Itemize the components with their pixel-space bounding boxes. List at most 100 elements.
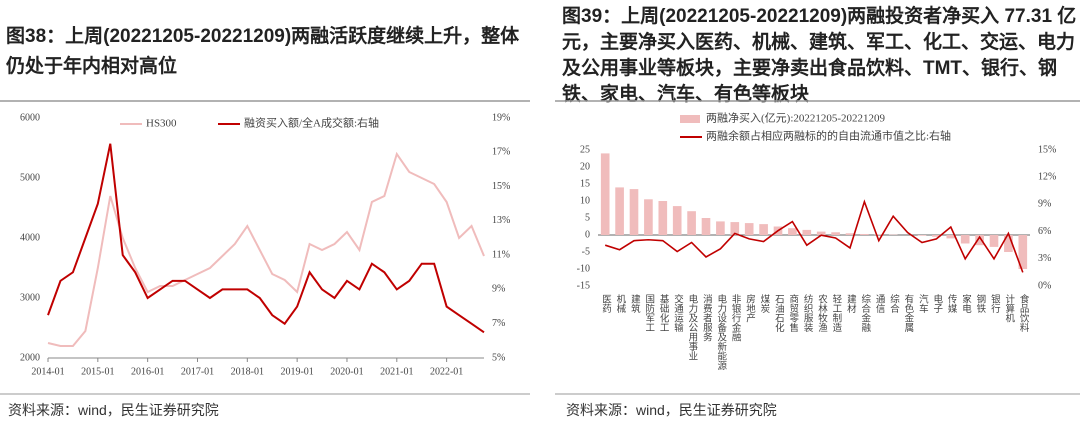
x-tick-label: 银行 <box>989 293 1001 314</box>
bar <box>716 221 725 235</box>
y2-tick-label: 5% <box>492 352 505 363</box>
x-tick-label: 钢铁 <box>974 293 986 314</box>
bar <box>730 222 740 235</box>
x-tick-label: 2016-01 <box>131 366 164 377</box>
bar <box>672 206 682 235</box>
x-tick-label: 电力设备及新能源 <box>715 293 727 371</box>
y2-tick-label: 0% <box>1038 280 1051 291</box>
x-tick-label: 医药 <box>600 294 612 314</box>
x-tick-label: 通信 <box>874 294 886 314</box>
x-tick-label: 农林牧渔 <box>816 293 828 332</box>
x-tick-label: 石油石化 <box>773 294 785 333</box>
x-tick-label: 纺织服装 <box>802 293 814 333</box>
y-tick-label: 3000 <box>20 292 40 303</box>
legend-label: 两融余额占相应两融标的的自由流通市值之比:右轴 <box>706 129 951 143</box>
y-tick-label: -15 <box>577 280 590 291</box>
x-tick-label: 2017-01 <box>181 366 214 377</box>
y-tick-label: -5 <box>582 246 590 257</box>
x-tick-label: 煤炭 <box>758 293 770 314</box>
y2-tick-label: 12% <box>1038 171 1056 182</box>
x-tick-label: 国防军工 <box>643 294 655 332</box>
bar <box>788 228 797 235</box>
x-tick-label: 2020-01 <box>330 366 363 377</box>
bar <box>960 235 970 244</box>
x-tick-label: 传媒 <box>946 293 958 314</box>
x-tick-label: 商贸零售 <box>787 293 799 333</box>
y2-tick-label: 15% <box>492 181 510 192</box>
x-tick-label: 房地产 <box>744 293 756 323</box>
bar <box>946 235 956 239</box>
source: 资料来源：wind，民生证券研究院 <box>566 402 777 418</box>
series-line <box>47 151 485 347</box>
bar <box>600 153 610 235</box>
x-tick-label: 轻工制造 <box>830 293 842 333</box>
bar <box>744 223 754 235</box>
bar <box>701 218 711 235</box>
legend-swatch <box>680 115 700 123</box>
source: 资料来源：wind，民生证券研究院 <box>8 402 219 418</box>
y2-tick-label: 13% <box>492 215 510 226</box>
x-tick-label: 建材 <box>845 293 857 313</box>
x-tick-label: 汽车 <box>917 293 929 314</box>
legend-label: 两融净买入(亿元):20221205-20221209 <box>706 111 886 125</box>
bar <box>802 229 812 235</box>
x-tick-label: 2021-01 <box>380 366 413 377</box>
bar <box>658 201 668 235</box>
bar <box>917 235 927 236</box>
y2-tick-label: 6% <box>1038 226 1051 237</box>
x-tick-label: 非银行金融 <box>730 293 742 342</box>
y-tick-label: 15 <box>580 178 590 189</box>
x-tick-label: 建筑 <box>629 293 641 314</box>
x-tick-label: 食品饮料 <box>1018 293 1030 333</box>
bar <box>932 235 941 237</box>
x-tick-label: 机械 <box>614 293 626 314</box>
x-tick-label: 基础化工 <box>658 293 670 332</box>
chart-title: 图39：上周(20221205-20221209)两融投资者净买入 77.31 … <box>562 6 1077 105</box>
x-tick-label: 计算机 <box>1003 293 1015 323</box>
y-tick-label: 10 <box>580 195 590 206</box>
y-tick-label: 20 <box>580 161 590 172</box>
y-tick-label: 25 <box>580 144 590 155</box>
bar <box>759 224 768 235</box>
y-tick-label: 0 <box>585 229 590 240</box>
y-tick-label: -10 <box>577 263 590 274</box>
chart-title: 图38：上周(20221205-20221209)两融活跃度继续上升，整体仍处于… <box>6 26 520 77</box>
bar <box>629 189 639 235</box>
x-tick-label: 有色金属 <box>902 293 914 333</box>
bar <box>975 235 984 246</box>
series-line <box>47 143 485 334</box>
x-tick-label: 电力及公用事业 <box>686 293 698 360</box>
bar <box>615 187 624 235</box>
y-tick-label: 5000 <box>20 172 40 183</box>
y2-tick-label: 19% <box>492 112 510 123</box>
y2-tick-label: 11% <box>492 249 510 260</box>
bar <box>1004 235 1013 252</box>
y2-tick-label: 17% <box>492 147 510 158</box>
legend-label: HS300 <box>146 118 177 130</box>
x-tick-label: 2014-01 <box>31 366 64 377</box>
y-tick-label: 2000 <box>20 352 40 363</box>
x-tick-label: 交通运输 <box>672 293 684 333</box>
x-tick-label: 2018-01 <box>231 366 264 377</box>
x-tick-label: 综合金融 <box>859 293 871 333</box>
bar <box>989 235 999 247</box>
bar <box>816 231 826 235</box>
y2-tick-label: 9% <box>492 284 505 295</box>
bar <box>845 233 855 235</box>
bar <box>644 199 653 235</box>
x-tick-label: 2015-01 <box>81 366 114 377</box>
x-tick-label: 电子 <box>931 293 943 313</box>
bar <box>687 211 696 235</box>
series-line <box>604 199 1024 273</box>
bar <box>1018 235 1028 269</box>
y2-tick-label: 9% <box>1038 199 1051 210</box>
y2-tick-label: 15% <box>1038 144 1056 155</box>
bar <box>874 234 884 235</box>
bar <box>831 232 840 235</box>
x-tick-label: 消费者服务 <box>701 293 713 342</box>
x-tick-label: 家电 <box>960 293 972 313</box>
x-tick-label: 综合 <box>888 293 900 314</box>
x-tick-label: 2019-01 <box>280 366 313 377</box>
